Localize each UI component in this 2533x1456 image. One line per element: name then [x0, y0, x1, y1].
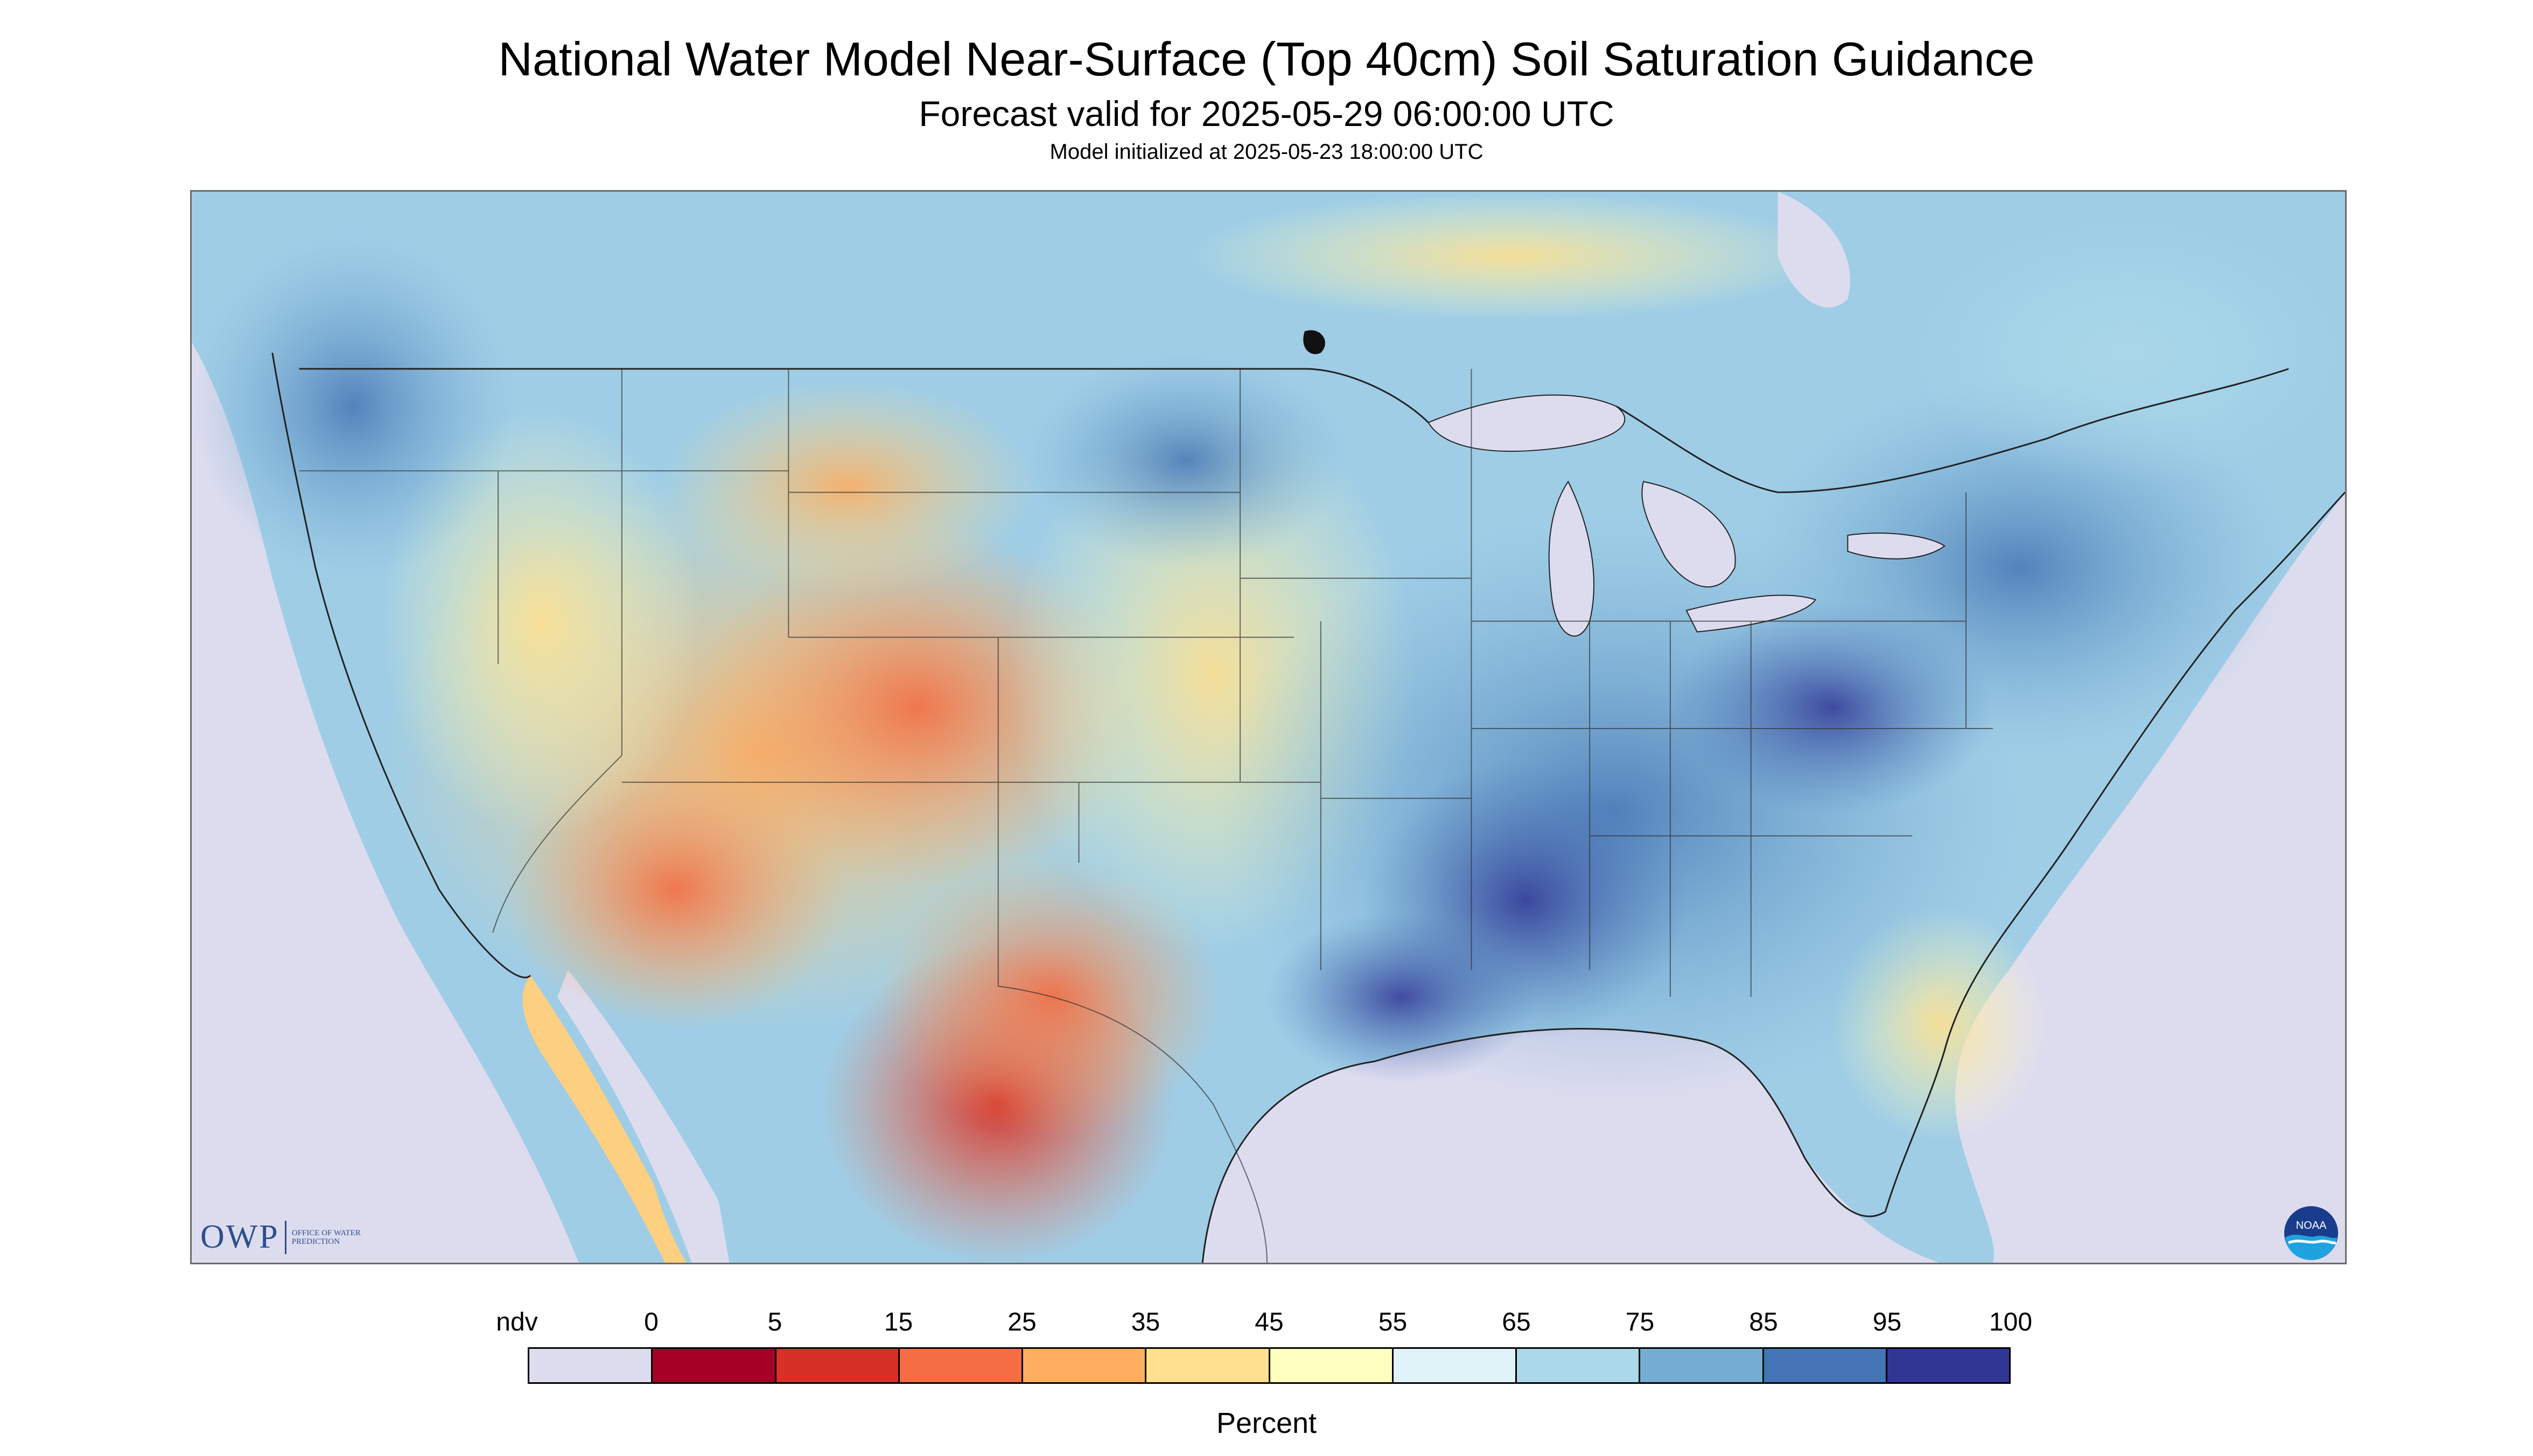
legend-tick-label: 75: [1625, 1308, 1655, 1336]
legend-swatch: [529, 1349, 653, 1382]
owp-logo-divider: [284, 1220, 286, 1254]
noaa-logo-text: NOAA: [2296, 1220, 2327, 1231]
legend-title: Percent: [1216, 1407, 1317, 1439]
legend-tick-label: 65: [1502, 1308, 1531, 1336]
legend-swatch: [653, 1349, 776, 1382]
east-gulf-coastline: [1201, 492, 2345, 1263]
owp-logo-text: OFFICE OF WATER PREDICTION: [291, 1228, 361, 1246]
legend-swatch: [1517, 1349, 1641, 1382]
james-bay: [1778, 192, 1850, 308]
legend-swatch: [1887, 1349, 2009, 1382]
legend-swatch: [776, 1349, 900, 1382]
east-texas-wet-zone: [1267, 911, 1536, 1083]
legend-tick-label: 0: [644, 1308, 659, 1336]
dakotas-wet-zone: [1025, 353, 1348, 568]
gulf-of-mexico: [1202, 1028, 1940, 1263]
lake-huron: [1641, 481, 1736, 587]
baja-california: [522, 975, 687, 1263]
canada-prairie-zone: [1186, 192, 1832, 321]
legend-swatch: [1640, 1349, 1764, 1382]
legend-swatch: [899, 1349, 1023, 1382]
lake-erie: [1685, 594, 1817, 633]
west-coastline: [271, 352, 531, 978]
legend-color-bar: [528, 1347, 2011, 1384]
map-canvas: [192, 192, 2345, 1263]
soil-saturation-map: [190, 190, 2347, 1264]
legend-tick-label: 15: [884, 1308, 913, 1336]
gulf-of-california: [557, 970, 730, 1263]
map-title: National Water Model Near-Surface (Top 4…: [498, 32, 2035, 86]
legend-tick-label: 35: [1131, 1308, 1160, 1336]
legend-tick-label: 55: [1378, 1308, 1408, 1336]
owp-logo: OWP OFFICE OF WATER PREDICTION: [200, 1218, 367, 1256]
nodata-left-wedge: [192, 567, 472, 1263]
lake-michigan: [1548, 480, 1594, 637]
legend-tick-label: 45: [1255, 1308, 1284, 1336]
legend-swatch: [1764, 1349, 1887, 1382]
pacific-northwest-wet-zone: [192, 234, 515, 578]
legend-tick-label: 100: [1989, 1308, 2033, 1336]
quebec-zone: [1912, 218, 2343, 487]
legend-swatch: [1393, 1349, 1517, 1382]
legend-swatch: [1146, 1349, 1270, 1382]
owp-logo-letters: OWP: [200, 1219, 279, 1255]
lake-ontario: [1847, 533, 1946, 559]
legend-tick-label: 95: [1872, 1308, 1902, 1336]
noaa-logo: NOAA: [2284, 1206, 2338, 1260]
legend-tick-label: ndv: [496, 1308, 538, 1336]
legend-tick-label: 5: [767, 1308, 782, 1336]
northern-rockies-dry-zone: [659, 379, 1036, 594]
legend-swatch: [1023, 1349, 1147, 1382]
legend-swatch: [1270, 1349, 1394, 1382]
lake-superior: [1428, 394, 1626, 452]
legend-tick-label: 85: [1749, 1308, 1778, 1336]
us-canada-border: [299, 368, 2289, 493]
legend-tick-label: 25: [1007, 1308, 1037, 1336]
lake-of-the-woods: [1303, 330, 1325, 354]
model-init-time: Model initialized at 2025-05-23 18:00:00…: [1049, 140, 1484, 164]
forecast-valid-time: Forecast valid for 2025-05-29 06:00:00 U…: [919, 94, 1614, 134]
atlantic-ocean: [1955, 492, 2345, 1263]
